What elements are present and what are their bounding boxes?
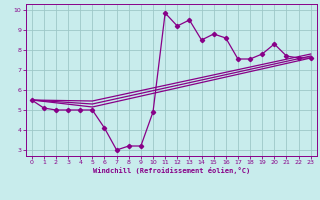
X-axis label: Windchill (Refroidissement éolien,°C): Windchill (Refroidissement éolien,°C): [92, 167, 250, 174]
